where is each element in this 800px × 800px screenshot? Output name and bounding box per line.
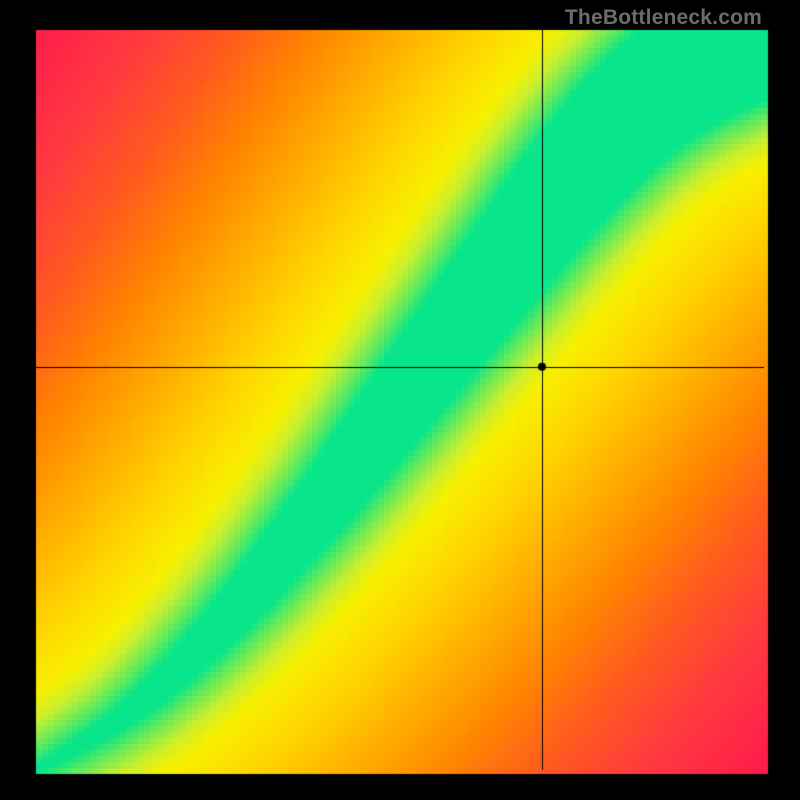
chart-container: TheBottleneck.com (0, 0, 800, 800)
bottleneck-heatmap (0, 0, 800, 800)
watermark-text: TheBottleneck.com (565, 6, 762, 30)
